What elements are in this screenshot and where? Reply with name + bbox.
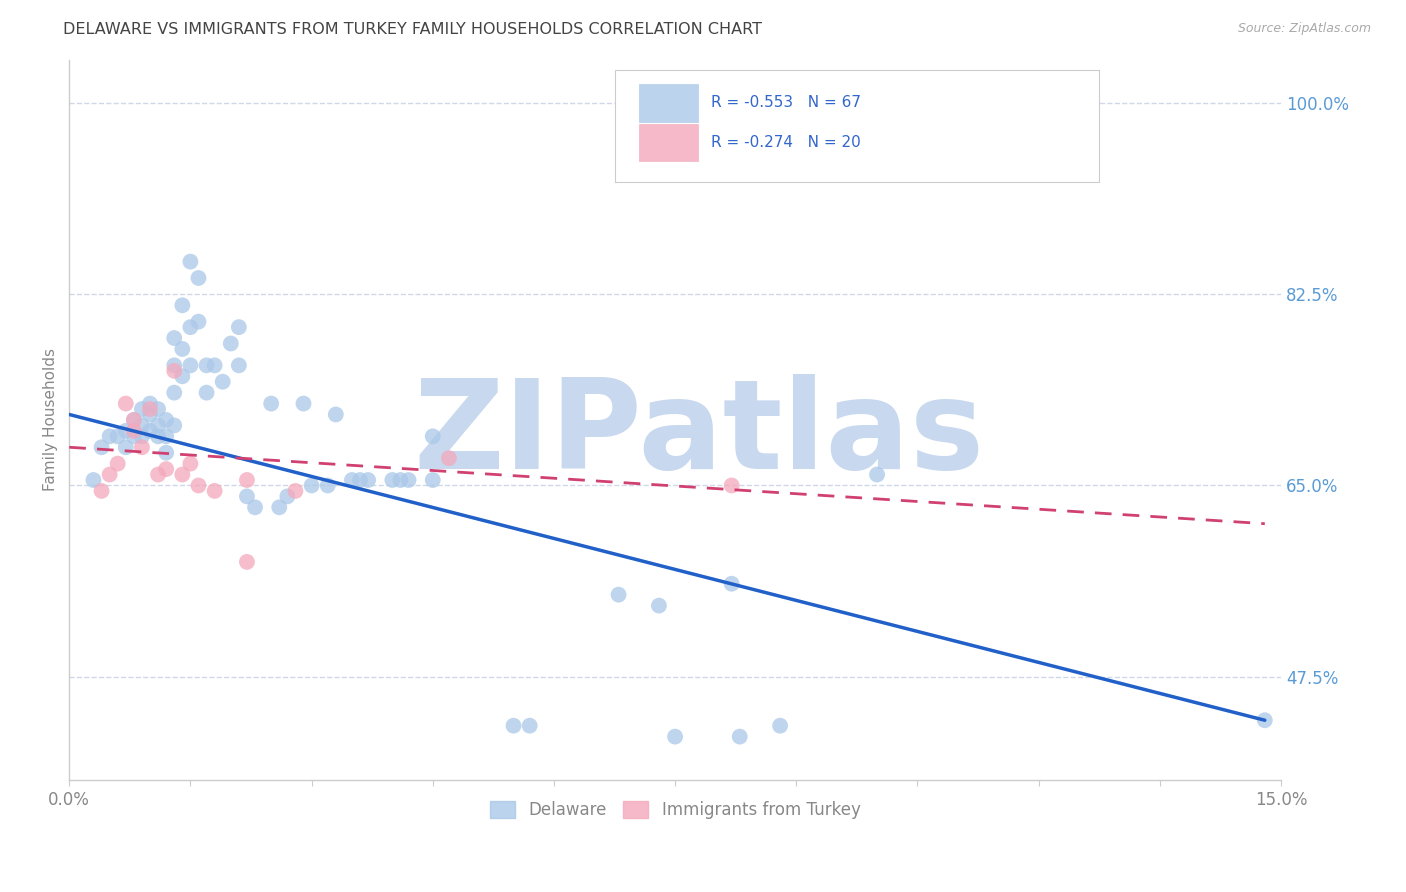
Text: R = -0.274   N = 20: R = -0.274 N = 20: [711, 135, 862, 150]
Point: [122, 424, 145, 438]
Point: [114, 440, 136, 454]
Point: [146, 429, 169, 443]
Point: [381, 473, 404, 487]
Point: [187, 315, 209, 329]
Point: [284, 483, 307, 498]
Point: [155, 446, 177, 460]
Point: [131, 429, 153, 443]
Point: [357, 473, 380, 487]
FancyBboxPatch shape: [614, 70, 1099, 182]
Point: [179, 320, 201, 334]
Point: [269, 500, 291, 515]
Point: [179, 254, 201, 268]
Point: [316, 478, 339, 492]
Point: [172, 369, 194, 384]
Point: [340, 473, 363, 487]
Point: [389, 473, 412, 487]
Point: [607, 588, 630, 602]
Y-axis label: Family Households: Family Households: [44, 349, 58, 491]
Point: [90, 440, 112, 454]
Point: [172, 298, 194, 312]
Point: [155, 462, 177, 476]
Point: [172, 342, 194, 356]
Point: [422, 429, 444, 443]
Point: [139, 396, 162, 410]
Point: [163, 359, 186, 373]
Point: [664, 730, 686, 744]
Point: [422, 473, 444, 487]
Point: [866, 467, 889, 482]
Point: [236, 489, 259, 503]
Text: R = -0.553   N = 67: R = -0.553 N = 67: [711, 95, 862, 111]
Point: [204, 359, 226, 373]
Point: [769, 719, 792, 733]
Point: [139, 408, 162, 422]
Point: [155, 413, 177, 427]
Point: [107, 429, 129, 443]
Text: Source: ZipAtlas.com: Source: ZipAtlas.com: [1237, 22, 1371, 36]
Point: [292, 396, 315, 410]
Point: [122, 413, 145, 427]
FancyBboxPatch shape: [638, 124, 699, 161]
Point: [82, 473, 104, 487]
Point: [502, 719, 524, 733]
Point: [107, 457, 129, 471]
Point: [146, 418, 169, 433]
Point: [219, 336, 242, 351]
Point: [648, 599, 671, 613]
Point: [720, 478, 742, 492]
Point: [146, 402, 169, 417]
Point: [728, 730, 751, 744]
Point: [236, 473, 259, 487]
Point: [276, 489, 298, 503]
Point: [114, 424, 136, 438]
Point: [163, 364, 186, 378]
Point: [131, 418, 153, 433]
FancyBboxPatch shape: [638, 84, 699, 121]
Point: [398, 473, 420, 487]
Point: [204, 483, 226, 498]
Point: [139, 424, 162, 438]
Text: DELAWARE VS IMMIGRANTS FROM TURKEY FAMILY HOUSEHOLDS CORRELATION CHART: DELAWARE VS IMMIGRANTS FROM TURKEY FAMIL…: [63, 22, 762, 37]
Point: [163, 385, 186, 400]
Point: [90, 483, 112, 498]
Point: [155, 429, 177, 443]
Point: [211, 375, 233, 389]
Point: [720, 576, 742, 591]
Point: [114, 396, 136, 410]
Point: [1254, 713, 1277, 727]
Point: [139, 402, 162, 417]
Point: [98, 429, 121, 443]
Point: [228, 359, 250, 373]
Point: [437, 451, 460, 466]
Text: ZIPatlas: ZIPatlas: [413, 374, 984, 495]
Point: [349, 473, 371, 487]
Point: [301, 478, 323, 492]
Point: [179, 359, 201, 373]
Point: [122, 429, 145, 443]
Point: [122, 413, 145, 427]
Legend: Delaware, Immigrants from Turkey: Delaware, Immigrants from Turkey: [484, 795, 868, 826]
Point: [195, 385, 218, 400]
Point: [172, 467, 194, 482]
Point: [228, 320, 250, 334]
Point: [236, 555, 259, 569]
Point: [243, 500, 266, 515]
Point: [98, 467, 121, 482]
Point: [179, 457, 201, 471]
Point: [187, 271, 209, 285]
Point: [131, 402, 153, 417]
Point: [187, 478, 209, 492]
Point: [146, 467, 169, 482]
Point: [325, 408, 347, 422]
Point: [195, 359, 218, 373]
Point: [519, 719, 541, 733]
Point: [131, 440, 153, 454]
Point: [163, 331, 186, 345]
Point: [260, 396, 283, 410]
Point: [163, 418, 186, 433]
